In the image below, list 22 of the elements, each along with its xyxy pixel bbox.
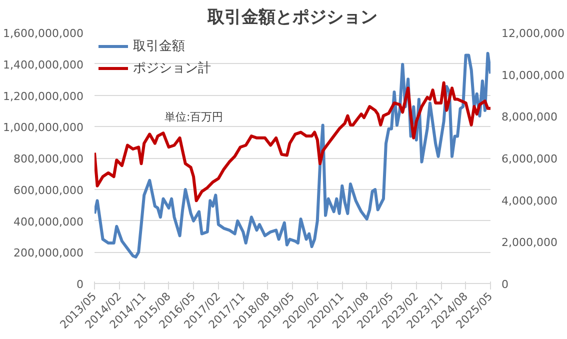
- y2-tick-label: 0: [502, 278, 508, 291]
- y2-tick-label: 10,000,000: [502, 68, 564, 82]
- y2-tick-label: 4,000,000: [502, 194, 558, 208]
- y-tick-label: 1,000,000,000: [3, 121, 84, 134]
- legend-label: 取引金額: [133, 38, 185, 55]
- y2-tick-label: 2,000,000: [502, 236, 558, 250]
- y-tick-label: 600,000,000: [14, 184, 84, 197]
- line-series: [94, 52, 490, 258]
- annotation: 単位:百万円: [164, 110, 224, 124]
- y2-tick-label: 8,000,000: [502, 110, 558, 124]
- y-tick-label: 200,000,000: [14, 246, 84, 260]
- y-tick-label: 1,200,000,000: [3, 90, 84, 103]
- y2-tick-label: 12,000,000: [502, 27, 564, 40]
- y-tick-label: 1,600,000,000: [3, 27, 84, 40]
- chart-title: 取引金額とポジション: [206, 8, 378, 28]
- legend-label: ポジション計: [133, 60, 211, 77]
- y2-tick-label: 6,000,000: [502, 152, 558, 166]
- line-series: [94, 81, 490, 202]
- y-tick-label: 1,400,000,000: [3, 58, 84, 72]
- y-tick-label: 0: [76, 278, 84, 291]
- y-tick-label: 400,000,000: [14, 215, 84, 228]
- y-tick-label: 800,000,000: [14, 152, 84, 166]
